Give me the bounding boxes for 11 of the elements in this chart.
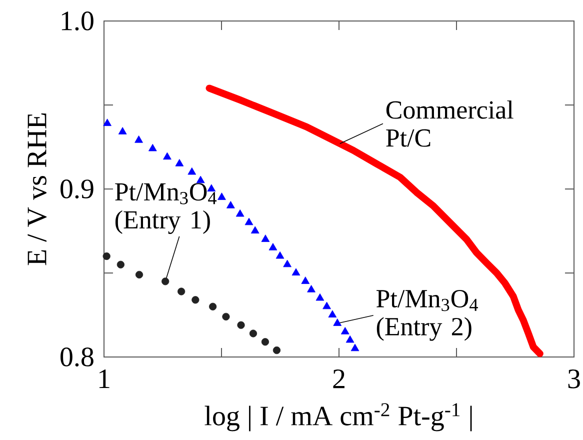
series-label: Commercial Pt/C: [386, 100, 514, 147]
series-label: Pt/Mn$_{3}$O$_{4}$ (Entry 1): [115, 183, 217, 234]
x-tick-label: 1: [99, 370, 110, 388]
series-label: Pt/Mn$_{3}$O$_{4}$ (Entry 2): [376, 290, 478, 341]
y-axis-title: E / V vs RHE: [28, 113, 47, 266]
y-tick-label: 1.0: [62, 11, 94, 30]
y-tick-label: 0.9: [60, 179, 94, 198]
x-tick-label: 3: [568, 370, 580, 388]
x-axis-title: log | I / mA cm$^{-2}$ Pt-g$^{-1}$ |: [204, 403, 472, 432]
x-tick-label: 2: [333, 370, 344, 388]
y-tick-label: 0.8: [60, 347, 94, 367]
